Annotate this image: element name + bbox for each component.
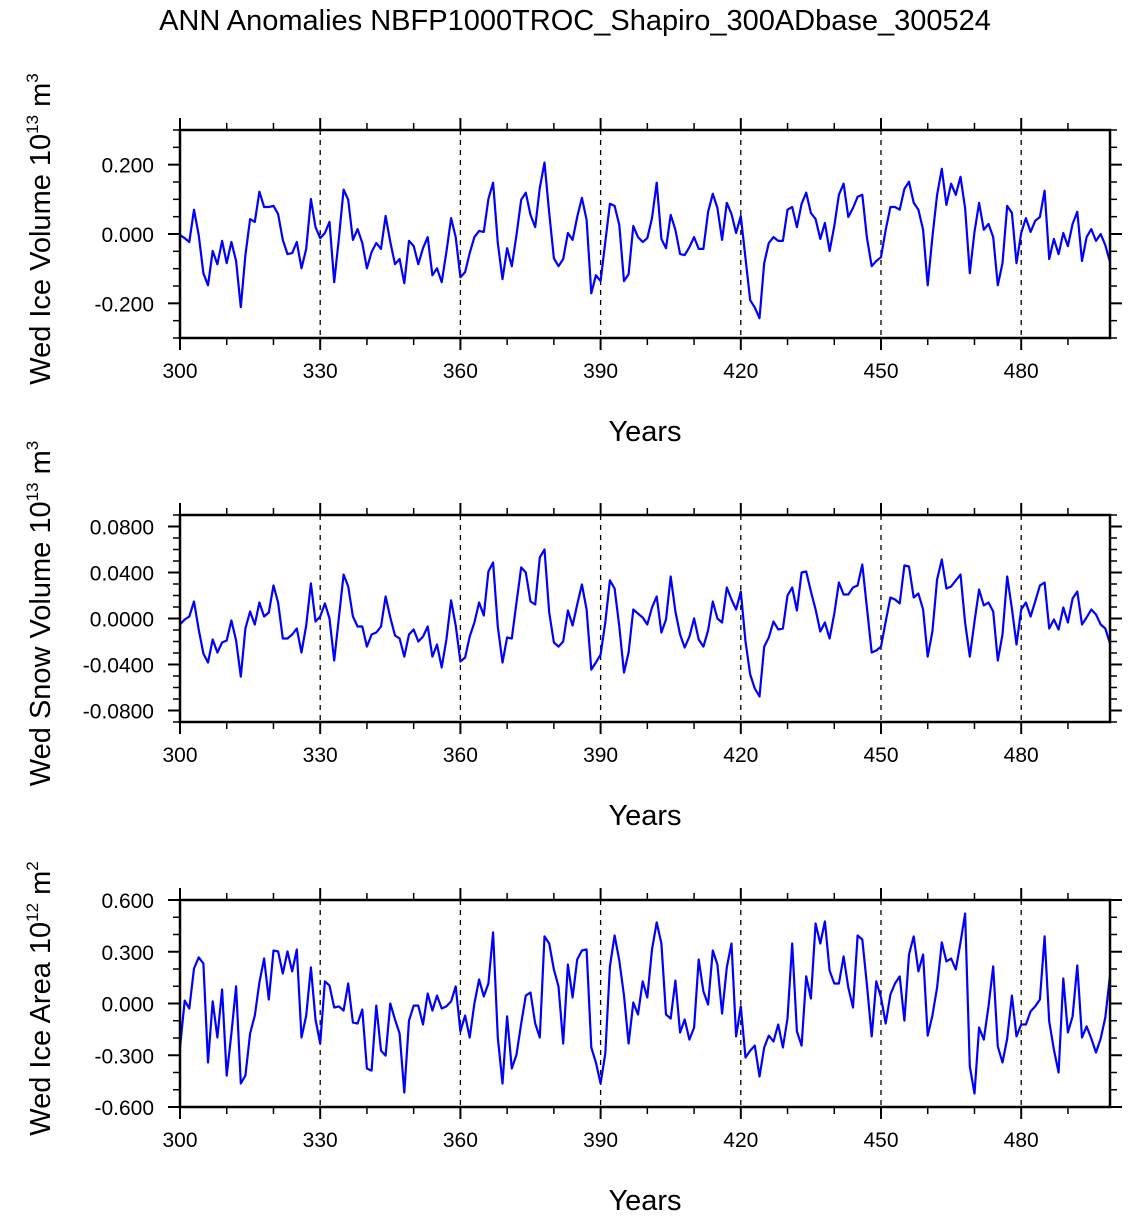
x-axis-title: Years — [608, 1185, 681, 1217]
series-line — [179, 161, 1112, 320]
y-axis-title-unit-exponent: 2 — [23, 861, 42, 870]
y-tick-label: 0.300 — [101, 942, 154, 965]
y-axis-title-main: Wed Ice Area 10 — [25, 922, 57, 1136]
panel-wed-ice-area: 300 330 360 390 420 450 480 -0.600 -0.300 0.000 0… — [23, 861, 1122, 1217]
plot-frame — [178, 513, 1112, 724]
y-axis-title-unit-exponent: 3 — [23, 73, 42, 82]
y-axis-title-main: Wed Snow Volume 10 — [25, 501, 57, 786]
y-tick-labels: -0.200 0.000 0.200 — [94, 155, 154, 317]
y-axis-title-exponent: 12 — [23, 903, 42, 922]
x-tick-label: 390 — [583, 1129, 618, 1152]
y-tick-label: -0.0800 — [83, 701, 154, 724]
x-tick-label: 420 — [723, 360, 758, 383]
x-tick-label: 480 — [1004, 1129, 1039, 1152]
axis-ticks — [168, 888, 1122, 1119]
figure-title: ANN Anomalies NBFP1000TROC_Shapiro_300AD… — [159, 5, 991, 37]
x-tick-label: 450 — [863, 360, 898, 383]
panel-wed-ice-volume: 300 330 360 390 420 450 480 -0.200 0.000 0.200 Y… — [23, 73, 1122, 448]
x-tick-label: 390 — [583, 360, 618, 383]
x-axis-title: Years — [608, 416, 681, 448]
x-tick-label: 420 — [723, 1129, 758, 1152]
x-tick-label: 330 — [303, 1129, 338, 1152]
y-tick-labels: -0.0800 -0.0400 0.0000 0.0400 0.0800 — [83, 517, 154, 724]
y-tick-label: 0.0400 — [90, 563, 154, 586]
plot-frame — [178, 128, 1112, 340]
y-axis-title-unit: m — [25, 871, 57, 903]
x-axis-title: Years — [608, 800, 681, 832]
x-tick-label: 480 — [1004, 744, 1039, 767]
reference-lines — [319, 130, 1022, 338]
x-tick-label: 450 — [863, 744, 898, 767]
y-tick-label: 0.0800 — [90, 517, 154, 540]
y-tick-label: -0.600 — [94, 1097, 154, 1120]
panel-wed-snow-volume: 300 330 360 390 420 450 480 -0.0800 -0.0400 0.00… — [23, 441, 1122, 832]
x-tick-label: 300 — [162, 1129, 197, 1152]
axis-ticks — [168, 503, 1122, 734]
axis-ticks — [168, 118, 1122, 350]
x-tick-label: 360 — [443, 744, 478, 767]
y-tick-label: -0.300 — [94, 1045, 154, 1068]
x-tick-label: 390 — [583, 744, 618, 767]
x-tick-labels: 300 330 360 390 420 450 480 — [162, 360, 1038, 383]
y-axis-title-exponent: 13 — [23, 115, 42, 134]
plot-frame — [178, 898, 1112, 1109]
y-tick-label: -0.0400 — [83, 655, 154, 678]
x-tick-label: 420 — [723, 744, 758, 767]
y-axis-title-exponent: 13 — [23, 482, 42, 501]
y-tick-label: 0.600 — [101, 890, 154, 913]
y-axis-title: Wed Snow Volume 1013 m3 — [23, 441, 57, 786]
x-tick-label: 360 — [443, 1129, 478, 1152]
series-line — [178, 912, 1112, 1095]
y-axis-title-unit: m — [25, 450, 57, 482]
y-tick-labels: -0.600 -0.300 0.000 0.300 0.600 — [94, 890, 154, 1120]
x-tick-label: 360 — [443, 360, 478, 383]
y-tick-label: 0.200 — [101, 155, 154, 178]
x-tick-labels: 300 330 360 390 420 450 480 — [162, 1129, 1038, 1152]
reference-lines — [319, 515, 1022, 722]
x-tick-label: 330 — [303, 360, 338, 383]
x-tick-label: 480 — [1004, 360, 1039, 383]
series-line — [179, 548, 1112, 698]
y-axis-title-unit-exponent: 3 — [23, 441, 42, 450]
x-tick-labels: 300 330 360 390 420 450 480 — [162, 744, 1038, 767]
y-tick-label: 0.0000 — [90, 609, 154, 632]
y-axis-title-unit: m — [25, 83, 57, 115]
y-tick-label: 0.000 — [101, 994, 154, 1017]
y-tick-label: -0.200 — [94, 293, 154, 316]
y-axis-title: Wed Ice Volume 1013 m3 — [23, 73, 57, 385]
x-tick-label: 300 — [162, 744, 197, 767]
x-tick-label: 330 — [303, 744, 338, 767]
y-axis-title-main: Wed Ice Volume 10 — [25, 134, 57, 385]
y-tick-label: 0.000 — [101, 224, 154, 247]
x-tick-label: 300 — [162, 360, 197, 383]
y-axis-title: Wed Ice Area 1012 m2 — [23, 861, 57, 1135]
x-tick-label: 450 — [863, 1129, 898, 1152]
